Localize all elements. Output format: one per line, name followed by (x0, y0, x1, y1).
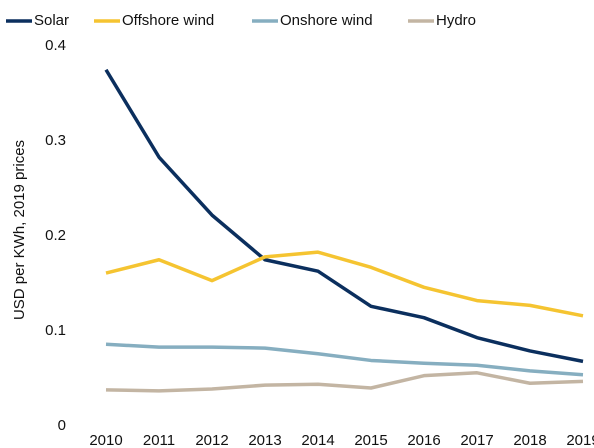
x-tick-label: 2014 (301, 432, 334, 448)
series-line (105, 342, 584, 377)
x-tick-label: 2017 (460, 432, 493, 448)
y-tick-label: 0.2 (45, 227, 66, 244)
x-tick-label: 2018 (513, 432, 546, 448)
y-axis-label: USD per KWh, 2019 prices (11, 140, 28, 320)
x-tick-label: 2010 (89, 432, 122, 448)
x-tick-label: 2015 (354, 432, 387, 448)
y-tick-label: 0.3 (45, 132, 66, 149)
series-line (104, 68, 584, 364)
x-tick-label: 2016 (407, 432, 440, 448)
legend-label: Hydro (436, 12, 476, 29)
legend-label: Onshore wind (280, 12, 373, 29)
y-tick-label: 0.4 (45, 37, 66, 54)
series-line (105, 250, 584, 318)
x-tick-label: 2019 (566, 432, 594, 448)
y-tick-label: 0 (58, 417, 66, 434)
x-tick-label: 2012 (195, 432, 228, 448)
x-tick-label: 2013 (248, 432, 281, 448)
legend-label: Offshore wind (122, 12, 214, 29)
legend-label: Solar (34, 12, 69, 29)
series-line (105, 371, 584, 393)
y-tick-label: 0.1 (45, 322, 66, 339)
x-tick-label: 2011 (143, 432, 175, 448)
